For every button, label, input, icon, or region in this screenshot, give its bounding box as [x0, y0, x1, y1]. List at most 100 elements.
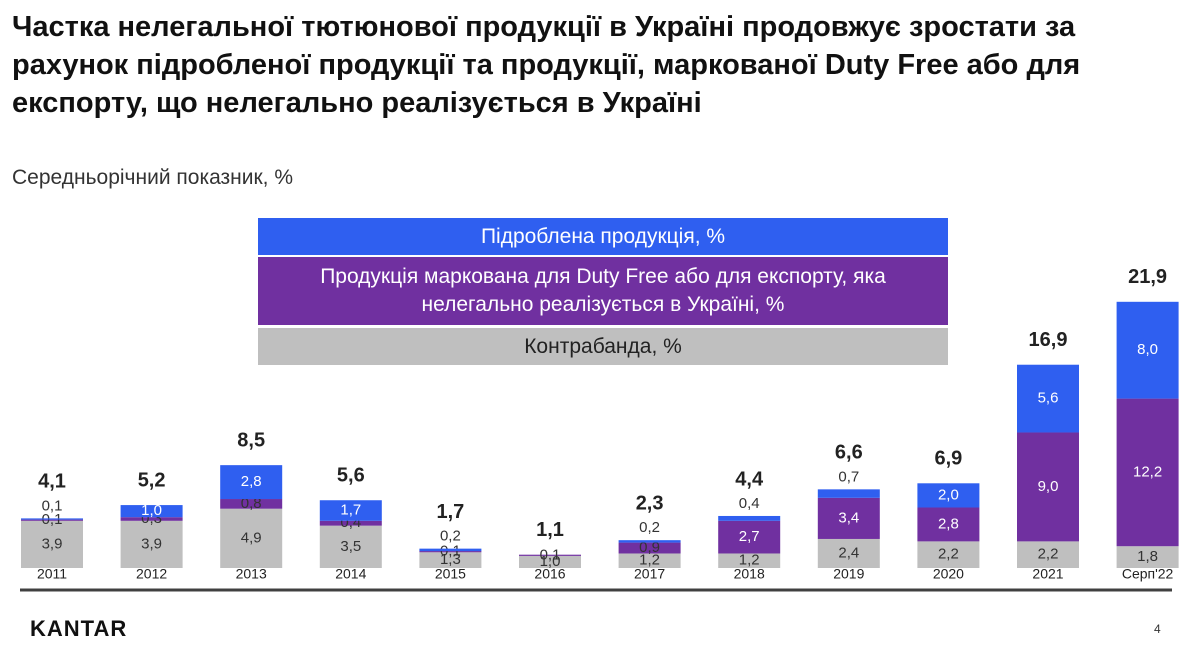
bar-segment	[618, 540, 681, 543]
value-label: 0,1	[42, 511, 63, 528]
total-label: 6,6	[835, 442, 863, 464]
bar-segment	[618, 553, 681, 568]
total-label: 1,1	[536, 519, 564, 541]
total-label: 5,2	[138, 469, 166, 491]
bar-segment	[917, 507, 980, 542]
bar-segment	[319, 500, 382, 521]
total-label: 21,9	[1128, 266, 1167, 288]
value-label: 0,1	[440, 543, 461, 560]
x-tick-label: 2013	[236, 566, 267, 582]
value-label: 12,2	[1133, 463, 1162, 480]
x-tick-label: 2015	[435, 566, 466, 582]
value-label: 1,0	[540, 553, 561, 570]
bar-segment	[718, 553, 781, 568]
value-label: 1,2	[739, 552, 760, 569]
value-label: 0,8	[241, 495, 262, 512]
bar-segment	[220, 508, 283, 568]
bar-segment	[419, 551, 482, 553]
legend-label: Продукція маркована для Duty Free або дл…	[320, 265, 886, 316]
bar-segment	[21, 518, 83, 520]
x-tick-label: 2018	[734, 566, 765, 582]
logo: KANTAR	[30, 616, 128, 641]
bar-segment	[319, 525, 382, 568]
bar-segment	[220, 499, 283, 509]
value-label: 5,6	[1038, 390, 1059, 407]
page-number: 4	[1154, 622, 1161, 636]
total-label: 2,3	[636, 492, 664, 514]
x-tick-label: 2016	[534, 566, 565, 582]
value-label: 8,0	[1137, 341, 1158, 358]
bar-segment	[718, 515, 781, 521]
value-label: 3,9	[42, 535, 63, 552]
value-label: 3,4	[838, 509, 859, 526]
legend-gray: Контрабанда, %	[258, 328, 948, 365]
value-label: 1,0	[141, 502, 162, 519]
value-label: 0,1	[42, 497, 63, 514]
total-label: 1,7	[436, 501, 464, 523]
value-label: 0,2	[639, 519, 660, 536]
bar-segment	[21, 519, 83, 521]
bar-segment	[220, 465, 283, 500]
bar-segment	[1017, 541, 1079, 568]
value-label: 3,9	[141, 535, 162, 552]
value-label: 0,7	[838, 468, 859, 485]
value-label: 2,2	[938, 546, 959, 563]
x-tick-label: 2017	[634, 566, 665, 582]
value-label: 1,8	[1137, 548, 1158, 565]
value-label: 0,2	[440, 528, 461, 545]
x-tick-label: 2011	[37, 566, 67, 582]
bar-segment	[1017, 432, 1079, 542]
x-tick-label: 2020	[933, 566, 964, 582]
x-tick-label: 2021	[1032, 566, 1063, 582]
value-label: 2,4	[838, 544, 859, 561]
value-label: 2,8	[938, 515, 959, 532]
value-label: 1,3	[440, 551, 461, 568]
total-label: 16,9	[1029, 329, 1068, 351]
bar-segment	[1017, 364, 1079, 433]
bar-segment	[917, 541, 980, 568]
value-label: 0,1	[540, 546, 561, 563]
bar-segment	[1116, 546, 1179, 568]
legend-label: Контрабанда, %	[524, 334, 682, 358]
value-label: 4,9	[241, 529, 262, 546]
subtitle: Середньорічний показник, %	[12, 166, 294, 189]
title: Частка нелегальної тютюнової продукції в…	[12, 11, 1081, 119]
bar-segment	[618, 542, 681, 554]
bar-segment	[718, 520, 781, 554]
bar-segment	[120, 517, 183, 521]
value-label: 2,8	[241, 473, 262, 490]
value-label: 1,2	[639, 552, 660, 569]
total-label: 4,4	[735, 468, 764, 490]
value-label: 3,5	[340, 538, 361, 555]
bar-segment	[817, 538, 880, 568]
bar-segment	[419, 552, 482, 568]
bar-segment	[1116, 398, 1179, 547]
legend-label: Підроблена продукція, %	[480, 224, 726, 248]
bar-segment	[419, 548, 482, 552]
value-label: 1,7	[340, 501, 361, 518]
x-tick-label: 2012	[136, 566, 167, 582]
bar-segment	[1116, 301, 1179, 399]
bar-segment	[519, 555, 581, 568]
bar-segment	[120, 520, 183, 568]
total-label: 6,9	[934, 448, 962, 470]
x-tick-label: Серп'22	[1122, 566, 1174, 582]
bar-segment	[519, 554, 581, 556]
total-label: 4,1	[38, 471, 66, 493]
bar-segment	[120, 505, 183, 518]
total-label: 5,6	[337, 465, 365, 487]
legend-purple: Продукція маркована для Duty Free або дл…	[258, 257, 948, 325]
x-tick-label: 2019	[833, 566, 864, 582]
value-label: 9,0	[1038, 478, 1059, 495]
bar-segment	[817, 497, 880, 539]
value-label: 0,9	[639, 539, 660, 556]
total-label: 8,5	[237, 429, 265, 451]
value-label: 0,4	[739, 495, 760, 512]
value-label: 2,0	[938, 486, 959, 503]
legend-blue: Підроблена продукція, %	[258, 218, 948, 255]
value-label: 2,7	[739, 528, 760, 545]
bar-segment	[917, 483, 980, 508]
value-label: 2,2	[1038, 546, 1059, 563]
